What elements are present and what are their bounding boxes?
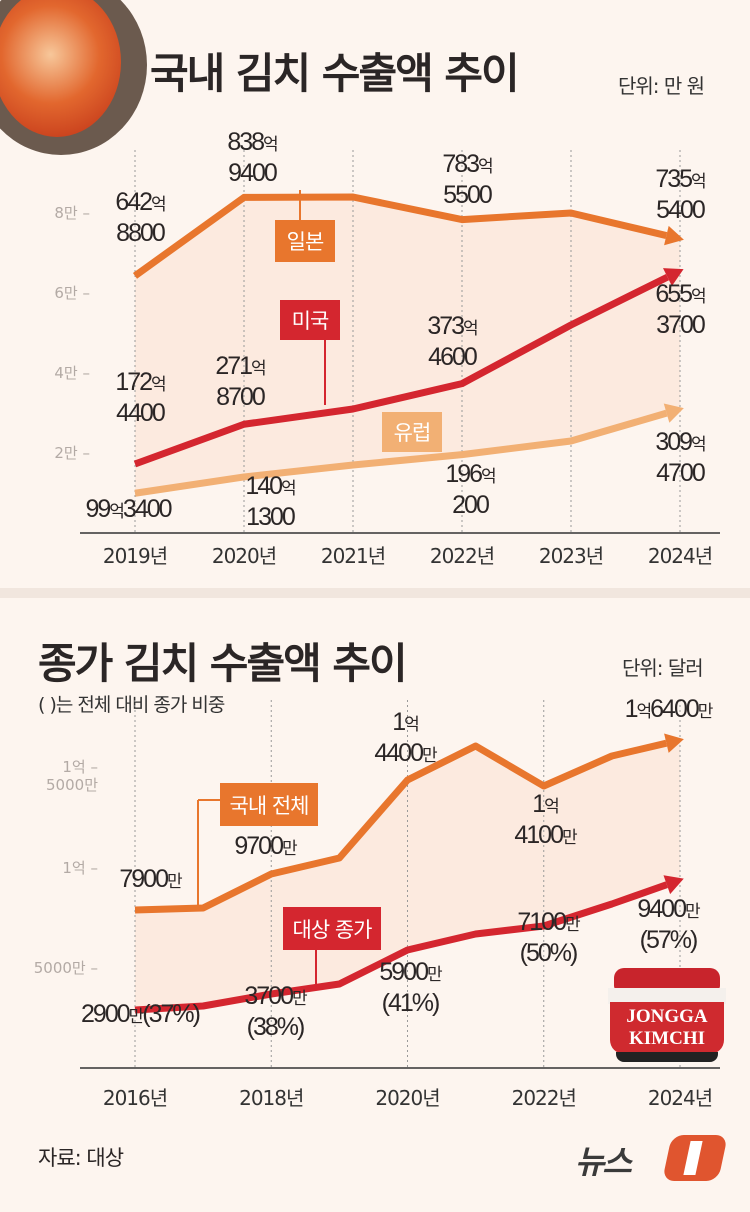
section-divider — [0, 588, 750, 598]
data-label-대상 종가-2016년: 2900만(37%) — [81, 1000, 201, 1028]
data-label-국내 전체-2020년: 1억 4400만 — [374, 708, 437, 767]
x-tick-label: 2021년 — [320, 544, 386, 568]
series-arrow-국내 전체 — [664, 733, 684, 753]
y-tick-label: 1억 –5000만 — [46, 758, 98, 794]
series-tag-domestic-total: 국내 전체 — [220, 783, 318, 826]
x-tick-label: 2019년 — [102, 544, 168, 568]
chart1-unit: 단위: 만 원 — [618, 74, 705, 98]
series-line-미국 — [133, 273, 670, 468]
data-label-대상 종가-2024년: 9400만 (57%) — [637, 895, 700, 954]
x-tick-label: 2022년 — [429, 544, 495, 568]
series-arrow-유럽 — [663, 403, 684, 423]
data-label-일본-2022년: 783억 5500 — [442, 150, 493, 209]
source-note: 자료: 대상 — [38, 1146, 124, 1170]
data-label-국내 전체-2024년: 1억6400만 — [624, 695, 714, 723]
data-label-미국-2019년: 172억 4400 — [115, 368, 166, 427]
series-arrow-대상 종가 — [663, 875, 684, 895]
chart1-title: 국내 김치 수출액 추이 — [150, 49, 520, 98]
x-tick-label: 2020년 — [375, 1086, 440, 1110]
data-label-일본-2024년: 735억 5400 — [655, 165, 706, 224]
series-tag-usa: 미국 — [280, 300, 340, 340]
x-tick-label: 2024년 — [647, 1086, 713, 1110]
chart2-unit: 단위: 달러 — [622, 656, 704, 680]
series-line-일본 — [132, 193, 668, 279]
news1-logo: 뉴스 — [575, 1135, 730, 1181]
data-label-대상 종가-2022년: 7100만 (50%) — [517, 908, 580, 967]
y-tick-label: 5000만 – — [33, 959, 98, 977]
kimchi-bowl-image — [0, 0, 147, 155]
data-label-유럽-2024년: 309억 4700 — [655, 428, 706, 487]
y-tick-label: 4만 – — [54, 364, 90, 382]
series-tag-europe: 유럽 — [382, 412, 442, 452]
x-tick-label: 2023년 — [538, 544, 604, 568]
series-arrow-일본 — [664, 225, 684, 246]
data-label-국내 전체-2022년: 1억 4100만 — [514, 790, 577, 849]
data-label-국내 전체-2016년: 7900만 — [119, 865, 182, 893]
data-label-일본-2019년: 642억 8800 — [115, 188, 166, 247]
series-line-유럽 — [134, 409, 668, 497]
y-tick-label: 2만 – — [54, 444, 90, 462]
x-tick-label: 2016년 — [102, 1086, 168, 1110]
x-tick-label: 2024년 — [647, 544, 713, 568]
series-arrow-미국 — [663, 268, 684, 287]
y-tick-label: 1억 – — [62, 859, 98, 877]
data-label-미국-2020년: 271억 8700 — [215, 352, 266, 411]
series-tag-japan: 일본 — [275, 220, 335, 262]
data-label-대상 종가-2020년: 5900만 (41%) — [379, 958, 442, 1017]
data-label-미국-2024년: 655억 3700 — [655, 280, 706, 339]
chart2-note: ( )는 전체 대비 종가 비중 — [38, 694, 225, 716]
data-label-유럽-2022년: 196억 200 — [445, 460, 496, 519]
data-label-유럽-2020년: 140억 1300 — [245, 472, 296, 531]
data-label-국내 전체-2018년: 9700만 — [234, 832, 297, 860]
x-tick-label: 2020년 — [211, 544, 277, 568]
jongga-kimchi-jar-image: JONGGA KIMCHI — [608, 968, 726, 1064]
y-tick-label: 8만 – — [54, 204, 90, 222]
data-label-일본-2020년: 838억 9400 — [227, 128, 278, 187]
y-tick-label: 6만 – — [54, 284, 90, 302]
data-label-유럽-2019년: 99억3400 — [85, 495, 172, 523]
x-tick-label: 2018년 — [239, 1086, 304, 1110]
x-tick-label: 2022년 — [511, 1086, 577, 1110]
data-label-미국-2022년: 373억 4600 — [427, 312, 478, 371]
chart2-title: 종가 김치 수출액 추이 — [38, 639, 408, 688]
series-tag-daesang-jongga: 대상 종가 — [283, 907, 381, 950]
data-label-대상 종가-2018년: 3700만 (38%) — [244, 982, 307, 1041]
